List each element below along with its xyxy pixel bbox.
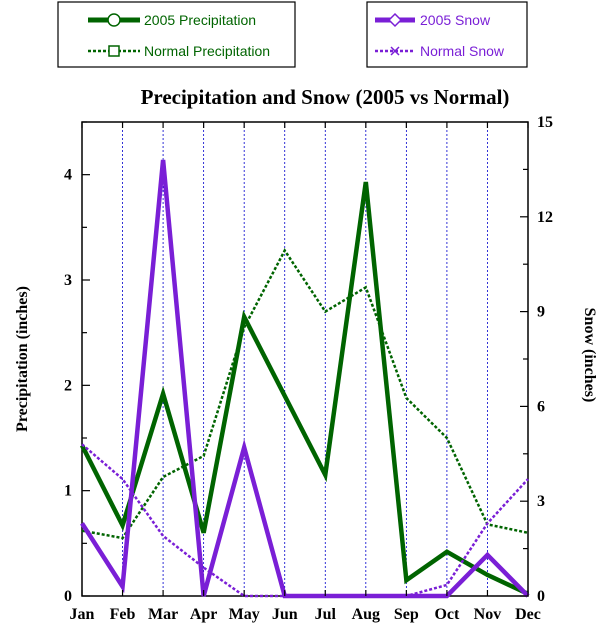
x-tick-label-mar: Mar <box>148 606 178 623</box>
x-tick-label-sep: Sep <box>394 606 419 623</box>
legend-swatch-normal-snow <box>375 46 415 56</box>
x-tick-label-nov: Nov <box>474 606 502 623</box>
legend-swatch-2005-snow <box>375 12 415 28</box>
x-tick-label-apr: Apr <box>190 606 218 623</box>
y-right-tick-label-12: 12 <box>537 209 553 226</box>
legend-swatch-normal-precipitation <box>88 45 140 57</box>
legend-label-normal-precipitation: Normal Precipitation <box>144 43 270 59</box>
x-tick-label-aug: Aug <box>352 606 380 623</box>
ticks-layer: Jan Feb Mar Apr May Jun Jul Aug Sep Oct Nov Dec0123… <box>64 114 553 623</box>
x-tick-label-dec: Dec <box>515 606 541 623</box>
y-left-tick-label-3: 3 <box>64 272 72 289</box>
series-line-2005-precipitation <box>79 181 529 596</box>
x-tick-label-oct: Oct <box>434 606 460 623</box>
plot-area <box>81 121 529 597</box>
x-tick-label-jun: Jun <box>272 606 298 623</box>
x-tick-label-feb: Feb <box>110 606 136 623</box>
y-left-tick-label-1: 1 <box>64 483 72 500</box>
series-line-normal-snow <box>81 443 529 598</box>
x-tick-label-jan: Jan <box>70 606 95 623</box>
legend-label-2005-precipitation: 2005 Precipitation <box>144 12 256 28</box>
legend-precipitation: 2005 Precipitation Normal Precipitation <box>57 1 296 68</box>
legend-snow: 2005 Snow Normal Snow <box>366 1 528 68</box>
legend-label-2005-snow: 2005 Snow <box>420 12 491 28</box>
y-right-tick-label-15: 15 <box>537 114 553 131</box>
y-right-tick-label-0: 0 <box>537 588 545 605</box>
series-line-normal-precipitation <box>81 248 529 540</box>
y-right-axis-label: Snow (inches) <box>581 308 598 403</box>
y-left-tick-label-4: 4 <box>64 167 72 184</box>
y-left-axis-label: Precipitation (inches) <box>14 286 31 432</box>
y-right-tick-label-9: 9 <box>537 304 545 321</box>
y-left-tick-label-0: 0 <box>64 588 72 605</box>
legend-swatch-2005-precipitation <box>88 13 140 27</box>
y-left-tick-label-2: 2 <box>64 377 72 394</box>
y-right-tick-label-3: 3 <box>537 493 545 510</box>
y-right-tick-label-6: 6 <box>537 398 545 415</box>
x-tick-label-jul: Jul <box>315 606 337 623</box>
plot-frame <box>81 121 529 597</box>
series-line-2005-snow <box>80 159 530 599</box>
legend-label-normal-snow: Normal Snow <box>420 43 505 59</box>
series-layer <box>79 159 530 599</box>
chart-title: Precipitation and Snow (2005 vs Normal) <box>141 85 510 109</box>
x-tick-label-may: May <box>229 606 260 623</box>
